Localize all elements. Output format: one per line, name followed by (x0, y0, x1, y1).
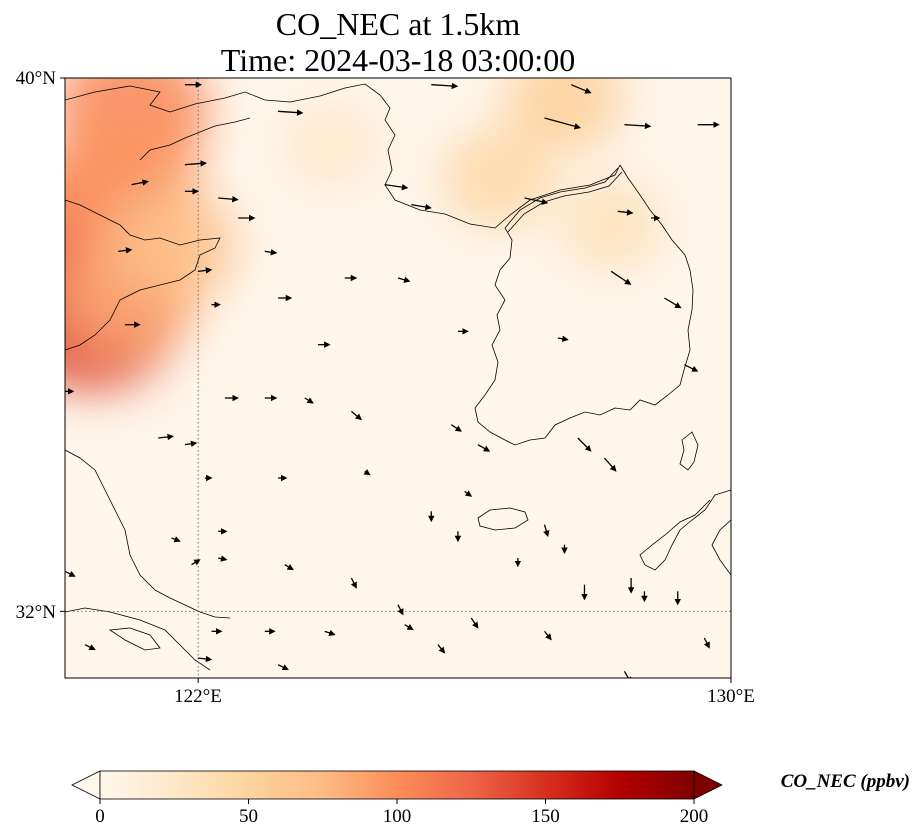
concentration-blob (442, 127, 554, 229)
wind-vector-arrow (198, 267, 213, 274)
wind-vector-arrow (543, 524, 550, 538)
concentration-field (65, 78, 664, 392)
coast-kyushu (639, 489, 731, 571)
lon-tick-label-130: 130°E (707, 686, 755, 707)
border-line-2 (507, 171, 623, 233)
wind-vector-arrow (730, 464, 731, 466)
wind-vector-arrow (557, 335, 569, 342)
coast-jeju (477, 507, 529, 531)
wind-vector-arrow (65, 570, 76, 577)
colorbar-ticks: 0 50 100 150 200 (95, 799, 708, 827)
wind-vector-arrow (278, 109, 304, 116)
wind-vector-arrow (464, 490, 473, 497)
wind-vector-arrow (411, 203, 432, 211)
wind-vector-arrow (158, 433, 174, 441)
concentration-blob (282, 100, 381, 189)
wind-vector-arrow (191, 559, 201, 566)
wind-vector-arrow (470, 617, 479, 629)
concentration-blob (107, 186, 237, 303)
wind-vector-arrow (384, 183, 409, 191)
wind-vector-arrow (218, 195, 239, 203)
wind-vector-arrow (397, 276, 411, 283)
wind-vector-arrow (350, 577, 357, 589)
coast-kyushu-south (711, 519, 731, 576)
colorbar-tick-label: 50 (239, 806, 258, 827)
coast-china-south (65, 449, 231, 619)
colorbar-tick-label: 200 (680, 806, 709, 827)
wind-vector-arrow (218, 555, 228, 562)
wind-vector-arrow (477, 444, 491, 452)
wind-vector-arrow (131, 179, 149, 186)
wind-vector-arrow (363, 468, 371, 476)
colorbar-tick-label: 0 (95, 806, 105, 827)
colorbar-tick-label: 100 (383, 806, 412, 827)
wind-vector-arrow (544, 630, 552, 641)
wind-vector-arrow (118, 247, 133, 254)
wind-vector-arrow (610, 270, 632, 285)
wind-vector-arrow (404, 624, 414, 631)
wind-vector-arrow (184, 440, 198, 448)
colorbar-gradient (99, 770, 695, 800)
map-frame (64, 77, 732, 679)
wind-vector-arrow (431, 82, 459, 90)
coast-shandong (65, 199, 221, 351)
wind-vector-arrow (570, 84, 592, 94)
coastlines (65, 83, 731, 671)
coast-liaodong (65, 83, 621, 229)
lat-tick-label-40: 40°N (16, 68, 57, 89)
wind-vector-arrow (664, 297, 682, 309)
concentration-blob (505, 78, 624, 152)
axis-ticks (60, 77, 732, 683)
colorbar-tick-label: 150 (531, 806, 560, 827)
wind-vector-arrow (544, 117, 581, 130)
wind-vectors (65, 81, 731, 678)
lon-tick-label-122: 122°E (174, 686, 222, 707)
map-title-line-2: Time: 2024-03-18 03:00:00 (220, 42, 576, 78)
wind-vector-arrow (171, 536, 181, 543)
wind-vector-arrow (304, 397, 314, 404)
map-area (65, 78, 731, 678)
wind-vector-arrow (277, 664, 289, 671)
wind-vector-arrow (450, 424, 462, 432)
wind-vector-arrow (524, 197, 549, 205)
colorbar-extend-min (71, 770, 101, 800)
wind-vector-arrow (603, 457, 617, 472)
lat-tick-label-32: 32°N (16, 602, 57, 623)
wind-vector-arrow (350, 410, 362, 421)
wind-vector-arrow (623, 671, 632, 678)
colorbar: 0 50 100 150 200 (71, 770, 723, 827)
wind-vector-arrow (617, 209, 634, 216)
coast-liaodong-inner (139, 117, 251, 161)
wind-vector-arrow (84, 644, 96, 651)
coast-tsushima (679, 431, 699, 471)
coast-yangtze (65, 607, 211, 671)
wind-vector-arrow (437, 644, 446, 654)
coast-yangtze-island (108, 627, 161, 651)
coast-korea (474, 164, 694, 446)
border-line-1 (504, 167, 619, 229)
wind-vector-arrow (184, 160, 207, 167)
wind-vector-arrow (684, 364, 699, 372)
wind-vector-arrow (284, 564, 294, 571)
wind-vector-arrow (397, 604, 404, 616)
wind-vector-arrow (577, 437, 592, 452)
wind-vector-arrow (703, 637, 710, 649)
map-title-line-1: CO_NEC at 1.5km (275, 6, 521, 42)
colorbar-extend-max (693, 770, 723, 800)
wind-vector-arrow (198, 655, 213, 663)
colorbar-label: CO_NEC (ppbv) (781, 771, 910, 792)
wind-vector-arrow (264, 248, 278, 256)
concentration-blob (558, 177, 664, 272)
wind-vector-arrow (324, 629, 336, 636)
wind-vector-arrow (624, 122, 652, 130)
